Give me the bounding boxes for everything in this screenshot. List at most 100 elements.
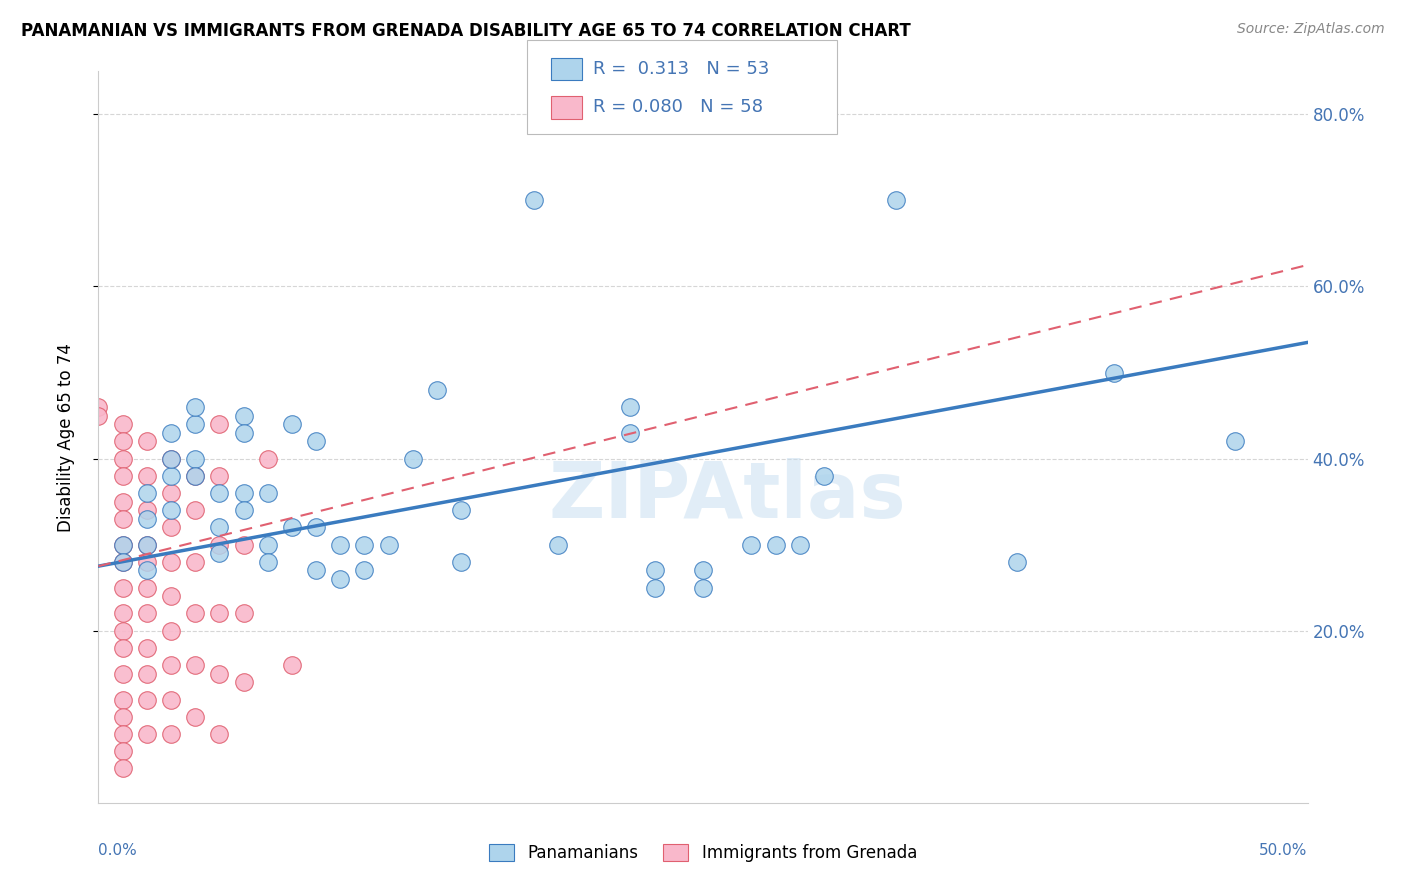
Immigrants from Grenada	[111, 468, 134, 483]
Immigrants from Grenada	[184, 658, 207, 673]
Panamanians	[232, 425, 254, 440]
Text: 0.0%: 0.0%	[98, 843, 138, 858]
Immigrants from Grenada	[160, 658, 183, 673]
Panamanians	[1007, 555, 1029, 569]
Immigrants from Grenada	[135, 434, 157, 449]
Panamanians	[160, 503, 183, 517]
Panamanians	[329, 538, 352, 552]
Panamanians	[886, 194, 908, 208]
Panamanians	[547, 538, 569, 552]
Immigrants from Grenada	[111, 710, 134, 724]
Panamanians	[184, 417, 207, 432]
Panamanians	[450, 503, 472, 517]
Immigrants from Grenada	[135, 503, 157, 517]
Text: Source: ZipAtlas.com: Source: ZipAtlas.com	[1237, 22, 1385, 37]
Immigrants from Grenada	[160, 727, 183, 741]
Panamanians	[353, 564, 375, 578]
Immigrants from Grenada	[281, 658, 304, 673]
Panamanians	[184, 468, 207, 483]
Immigrants from Grenada	[184, 468, 207, 483]
Panamanians	[692, 581, 714, 595]
Panamanians	[232, 409, 254, 423]
Panamanians	[135, 486, 157, 500]
Panamanians	[184, 451, 207, 466]
Immigrants from Grenada	[111, 624, 134, 638]
Immigrants from Grenada	[111, 744, 134, 758]
Immigrants from Grenada	[160, 624, 183, 638]
Panamanians	[111, 538, 134, 552]
Immigrants from Grenada	[111, 451, 134, 466]
Panamanians	[160, 451, 183, 466]
Text: PANAMANIAN VS IMMIGRANTS FROM GRENADA DISABILITY AGE 65 TO 74 CORRELATION CHART: PANAMANIAN VS IMMIGRANTS FROM GRENADA DI…	[21, 22, 911, 40]
Immigrants from Grenada	[135, 538, 157, 552]
Immigrants from Grenada	[184, 555, 207, 569]
Immigrants from Grenada	[111, 417, 134, 432]
Immigrants from Grenada	[184, 607, 207, 621]
Immigrants from Grenada	[160, 692, 183, 706]
Panamanians	[353, 538, 375, 552]
Immigrants from Grenada	[160, 555, 183, 569]
Panamanians	[305, 564, 328, 578]
Panamanians	[377, 538, 399, 552]
Y-axis label: Disability Age 65 to 74: Disability Age 65 to 74	[56, 343, 75, 532]
Immigrants from Grenada	[208, 607, 231, 621]
Panamanians	[232, 486, 254, 500]
Panamanians	[256, 555, 278, 569]
Panamanians	[281, 520, 304, 534]
Immigrants from Grenada	[256, 451, 278, 466]
Panamanians	[184, 400, 207, 414]
Panamanians	[208, 546, 231, 560]
Immigrants from Grenada	[87, 409, 110, 423]
Immigrants from Grenada	[111, 555, 134, 569]
Immigrants from Grenada	[111, 727, 134, 741]
Immigrants from Grenada	[111, 666, 134, 681]
Panamanians	[813, 468, 835, 483]
Text: R =  0.313   N = 53: R = 0.313 N = 53	[593, 60, 769, 78]
Text: ZIPAtlas: ZIPAtlas	[548, 458, 905, 533]
Panamanians	[281, 417, 304, 432]
Panamanians	[692, 564, 714, 578]
Immigrants from Grenada	[87, 400, 110, 414]
Immigrants from Grenada	[111, 761, 134, 775]
Immigrants from Grenada	[135, 727, 157, 741]
Panamanians	[1223, 434, 1246, 449]
Panamanians	[644, 581, 666, 595]
Immigrants from Grenada	[135, 468, 157, 483]
Panamanians	[426, 383, 449, 397]
Immigrants from Grenada	[208, 417, 231, 432]
Panamanians	[789, 538, 811, 552]
Panamanians	[160, 425, 183, 440]
Immigrants from Grenada	[208, 727, 231, 741]
Panamanians	[402, 451, 425, 466]
Immigrants from Grenada	[160, 486, 183, 500]
Panamanians	[450, 555, 472, 569]
Panamanians	[740, 538, 762, 552]
Immigrants from Grenada	[208, 538, 231, 552]
Immigrants from Grenada	[111, 607, 134, 621]
Panamanians	[208, 520, 231, 534]
Immigrants from Grenada	[208, 666, 231, 681]
Immigrants from Grenada	[135, 692, 157, 706]
Text: R = 0.080   N = 58: R = 0.080 N = 58	[593, 98, 763, 116]
Immigrants from Grenada	[160, 589, 183, 603]
Panamanians	[644, 564, 666, 578]
Immigrants from Grenada	[135, 640, 157, 655]
Immigrants from Grenada	[232, 607, 254, 621]
Immigrants from Grenada	[111, 538, 134, 552]
Immigrants from Grenada	[232, 538, 254, 552]
Immigrants from Grenada	[135, 607, 157, 621]
Immigrants from Grenada	[184, 503, 207, 517]
Panamanians	[305, 520, 328, 534]
Panamanians	[329, 572, 352, 586]
Panamanians	[1102, 366, 1125, 380]
Panamanians	[619, 425, 641, 440]
Panamanians	[523, 194, 546, 208]
Panamanians	[232, 503, 254, 517]
Panamanians	[208, 486, 231, 500]
Immigrants from Grenada	[232, 675, 254, 690]
Panamanians	[160, 468, 183, 483]
Immigrants from Grenada	[111, 434, 134, 449]
Panamanians	[619, 400, 641, 414]
Panamanians	[256, 538, 278, 552]
Text: 50.0%: 50.0%	[1260, 843, 1308, 858]
